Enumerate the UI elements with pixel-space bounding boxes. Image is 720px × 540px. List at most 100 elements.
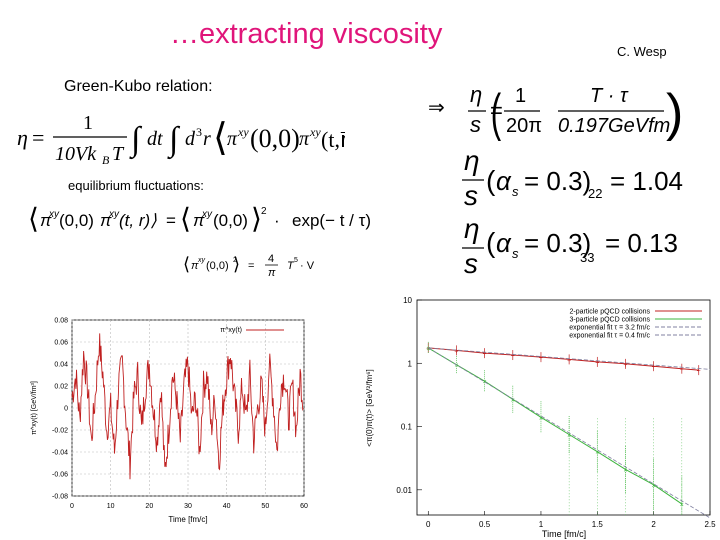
data-point-marker: × bbox=[539, 415, 543, 422]
svg-text:⟩: ⟩ bbox=[233, 254, 240, 274]
green-kubo-label: Green-Kubo relation: bbox=[64, 78, 213, 95]
x-tick-label: 50 bbox=[261, 503, 269, 510]
x-axis-label: Time [fm/c] bbox=[542, 529, 586, 539]
data-point-marker: + bbox=[652, 364, 656, 371]
legend-label: 2-particle pQCD collisions bbox=[569, 309, 650, 316]
svg-text:π: π bbox=[40, 211, 52, 230]
y-tick-label: -0.06 bbox=[52, 472, 68, 479]
x-axis-label: Time [fm/c] bbox=[168, 515, 207, 524]
svg-text:10Vk: 10Vk bbox=[55, 143, 97, 165]
svg-text:s: s bbox=[470, 112, 481, 137]
svg-text:⟨: ⟨ bbox=[183, 254, 190, 274]
legend-label: exponential fit τ = 0.4 fm/c bbox=[569, 333, 650, 340]
svg-text:s: s bbox=[512, 184, 519, 199]
y-tick-label: 0.02 bbox=[54, 384, 68, 391]
svg-text:dt: dt bbox=[147, 128, 163, 150]
svg-text:1: 1 bbox=[83, 112, 93, 134]
svg-text:B: B bbox=[102, 153, 110, 167]
svg-text:= 0.13: = 0.13 bbox=[605, 228, 678, 258]
y-tick-label: -0.08 bbox=[52, 494, 68, 501]
y-tick-label: 10 bbox=[403, 296, 412, 305]
svg-text:·: · bbox=[274, 211, 280, 230]
svg-text:xy: xy bbox=[108, 209, 120, 220]
svg-text:= 0.3): = 0.3) bbox=[524, 166, 591, 196]
svg-text:=: = bbox=[32, 125, 44, 150]
legend: π^xy(t) bbox=[220, 327, 284, 334]
viscosity-formula: ⇒ η s = 1 20π ( T · τ 0.197GeVfm ) η s (… bbox=[428, 82, 683, 279]
data-point-marker: + bbox=[454, 348, 458, 355]
svg-text:=: = bbox=[166, 211, 176, 230]
data-point-marker: × bbox=[483, 379, 487, 386]
svg-text:= 1.04: = 1.04 bbox=[610, 166, 683, 196]
x-tick-label: 1.5 bbox=[592, 520, 604, 529]
svg-text:⟨: ⟨ bbox=[180, 203, 191, 234]
svg-text:2: 2 bbox=[261, 206, 267, 217]
x-tick-label: 30 bbox=[184, 503, 192, 510]
svg-text:22: 22 bbox=[588, 186, 602, 201]
svg-text:2: 2 bbox=[233, 257, 237, 264]
svg-text:π: π bbox=[299, 128, 310, 150]
svg-text:s: s bbox=[464, 180, 478, 211]
pi-xy-time-series-chart: 0 10 20 30 40 50 60 -0.08 -0.06 -0.04 -0.02 0 0.02 0.… bbox=[31, 318, 308, 525]
svg-text:xy: xy bbox=[197, 257, 206, 264]
svg-text:π: π bbox=[193, 211, 205, 230]
svg-text:= 0.3): = 0.3) bbox=[524, 228, 591, 258]
svg-text:⟨: ⟨ bbox=[213, 117, 228, 159]
x-tick-label: 0 bbox=[70, 503, 74, 510]
svg-text:(: ( bbox=[491, 84, 502, 142]
svg-text:33: 33 bbox=[580, 250, 594, 265]
x-tick-label: 2 bbox=[651, 520, 656, 529]
y-tick-label: -0.02 bbox=[52, 428, 68, 435]
data-point-marker: × bbox=[454, 363, 458, 370]
svg-text:η: η bbox=[17, 125, 28, 150]
svg-text:(0,0): (0,0) bbox=[250, 124, 300, 153]
svg-text:α: α bbox=[496, 228, 512, 258]
svg-text:s: s bbox=[464, 248, 478, 279]
svg-text:20π: 20π bbox=[506, 115, 542, 137]
svg-text:(t, r)⟩: (t, r)⟩ bbox=[119, 211, 157, 230]
legend-label: π^xy(t) bbox=[220, 327, 242, 334]
data-point-marker: + bbox=[539, 355, 543, 362]
y-tick-label: 0.04 bbox=[54, 362, 68, 369]
data-point-marker: + bbox=[483, 351, 487, 358]
author-label: C. Wesp bbox=[617, 44, 667, 59]
svg-text:xy: xy bbox=[201, 209, 213, 220]
x-tick-label: 20 bbox=[145, 503, 153, 510]
svg-text:(0,0): (0,0) bbox=[206, 260, 229, 272]
legend-label: 3-particle pQCD collisions bbox=[569, 317, 650, 324]
svg-text:xy: xy bbox=[48, 209, 60, 220]
svg-text:s: s bbox=[512, 246, 519, 261]
x-tick-label: 0.5 bbox=[479, 520, 491, 529]
data-point-marker: + bbox=[680, 367, 684, 374]
svg-text:xy: xy bbox=[237, 125, 249, 139]
svg-text:⇒: ⇒ bbox=[428, 97, 445, 119]
y-tick-label: 0.06 bbox=[54, 340, 68, 347]
svg-text:(0,0): (0,0) bbox=[59, 211, 94, 230]
svg-text:π: π bbox=[227, 128, 238, 150]
svg-text:r⃗: r⃗ bbox=[203, 128, 226, 150]
x-tick-label: 2.5 bbox=[704, 520, 716, 529]
svg-text:0.197GeVfm: 0.197GeVfm bbox=[558, 115, 670, 137]
data-point-marker: × bbox=[511, 397, 515, 404]
data-point-marker: × bbox=[426, 346, 430, 353]
svg-text:4: 4 bbox=[268, 253, 274, 265]
slide-title: …extracting viscosity bbox=[170, 18, 443, 50]
svg-text:): ) bbox=[666, 84, 683, 142]
svg-text:π: π bbox=[268, 267, 276, 279]
x-tick-label: 0 bbox=[426, 520, 431, 529]
svg-text:T: T bbox=[287, 260, 295, 272]
svg-text:· V: · V bbox=[300, 260, 315, 272]
svg-text:⟩: ⟩ bbox=[251, 203, 262, 234]
svg-text:π: π bbox=[100, 211, 112, 230]
green-kubo-formula: η = 1 10Vk B T ∫ dt ∫ d 3 r⃗ ⟨ π xy (0,0… bbox=[17, 112, 345, 167]
y-tick-label: 0.1 bbox=[401, 423, 413, 432]
x-tick-label: 1 bbox=[539, 520, 544, 529]
data-point-marker: × bbox=[567, 432, 571, 439]
x-tick-label: 60 bbox=[300, 503, 308, 510]
svg-text:(: ( bbox=[486, 165, 496, 196]
svg-text:=: = bbox=[248, 260, 254, 272]
data-point-marker: + bbox=[567, 357, 571, 364]
legend-label: exponential fit τ = 3.2 fm/c bbox=[569, 325, 650, 332]
